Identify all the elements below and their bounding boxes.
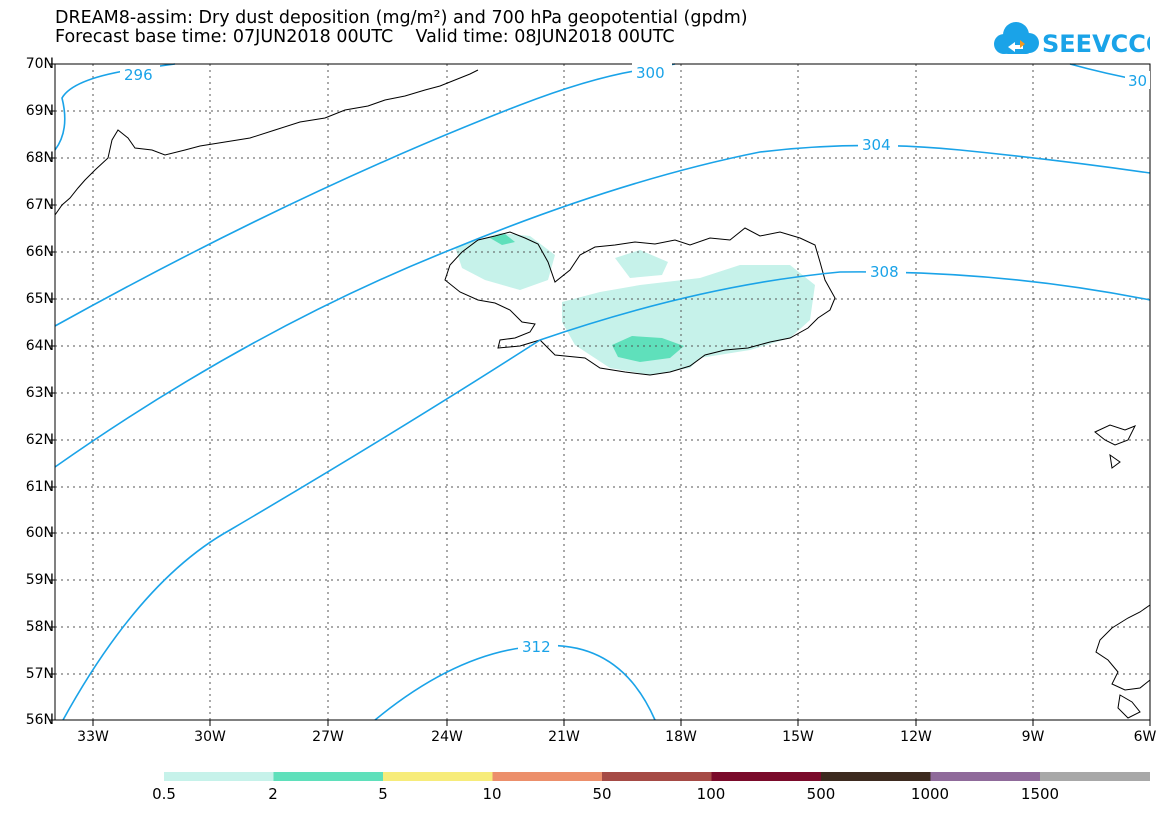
colorbar-swatch-0.5 [164,772,274,781]
lat-label: 58N [25,619,54,635]
coast-iceland [444,227,836,376]
coast-greenland [54,69,479,216]
colorbar-swatch-100 [711,772,821,781]
lat-label: 57N [25,666,54,682]
contour-304 [54,144,1151,468]
dust-area-light [615,250,668,278]
colorbar-swatch-1500 [1040,772,1150,781]
lat-label: 63N [25,385,54,401]
colorbar-swatch-1000 [930,772,1040,781]
lat-label: 69N [25,103,54,119]
coastline [54,69,1151,719]
lat-label: 67N [25,197,54,213]
contour-308 [62,271,1151,721]
lon-label: 21W [548,729,580,745]
colorbar-label: 100 [696,785,726,803]
lat-label: 60N [25,525,54,541]
dust-area-mid [612,336,684,362]
coast-faroe [1109,453,1121,469]
lon-label: 30W [194,729,226,745]
lon-label: 9W [1021,729,1045,745]
geopotential-contours [54,63,1151,721]
coast-hebrides [1117,694,1141,719]
lon-label: 18W [665,729,697,745]
lat-label: 61N [25,479,54,495]
lon-label: 27W [312,729,344,745]
colorbar-label: 1000 [910,785,950,803]
map-frame [54,63,1151,721]
colorbar-swatch-500 [821,772,931,781]
contour-label-312: 312 [522,638,551,656]
graticule [55,64,1150,720]
map-subtitle: Forecast base time: 07JUN2018 00UTC Vali… [55,27,675,47]
lat-label: 59N [25,572,54,588]
lat-label: 66N [25,244,54,260]
lon-label: 15W [782,729,814,745]
dust-area-mid [490,234,515,245]
lat-label: 65N [25,291,54,307]
colorbar-label: 50 [592,785,612,803]
map-title: DREAM8-assim: Dry dust deposition (mg/m²… [55,8,748,28]
dust-deposition-field [455,233,815,375]
colorbar [164,772,1150,781]
coast-faroe [1094,424,1137,446]
lat-label: 56N [25,712,54,728]
cloud-icon [994,22,1039,54]
lat-label: 70N [25,56,54,72]
colorbar-label: 5 [378,785,388,803]
colorbar-swatch-10 [492,772,602,781]
contour-label-296: 296 [124,66,153,84]
dust-area-light [455,233,555,290]
lon-label: 6W [1133,729,1157,745]
coast-scotland [1095,604,1151,691]
lat-label: 64N [25,338,54,354]
colorbar-label: 10 [482,785,502,803]
logo-text: SEEVCCC [1042,30,1150,58]
contour-label-308: 308 [870,263,899,281]
colorbar-label: 0.5 [152,785,176,803]
colorbar-swatch-2 [273,772,383,781]
lon-label: 24W [431,729,463,745]
colorbar-label: 500 [806,785,836,803]
colorbar-swatch-50 [602,772,712,781]
colorbar-swatch-5 [383,772,493,781]
axis-ticks [49,63,1151,726]
contour-label-304: 304 [862,136,891,154]
colorbar-label: 2 [268,785,278,803]
colorbar-label: 1500 [1020,785,1060,803]
lat-label: 62N [25,432,54,448]
lat-label: 68N [25,150,54,166]
lon-label: 33W [77,729,109,745]
seevccc-logo: SEEVCCC [994,22,1150,58]
contour-label-300: 300 [636,64,665,82]
contour-label-30x: 30 [1128,72,1147,90]
lon-label: 12W [900,729,932,745]
contour-312 [374,644,656,721]
